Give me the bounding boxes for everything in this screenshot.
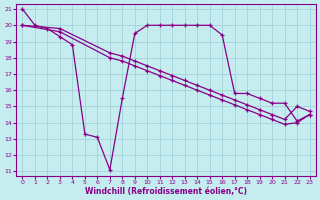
X-axis label: Windchill (Refroidissement éolien,°C): Windchill (Refroidissement éolien,°C) (85, 187, 247, 196)
